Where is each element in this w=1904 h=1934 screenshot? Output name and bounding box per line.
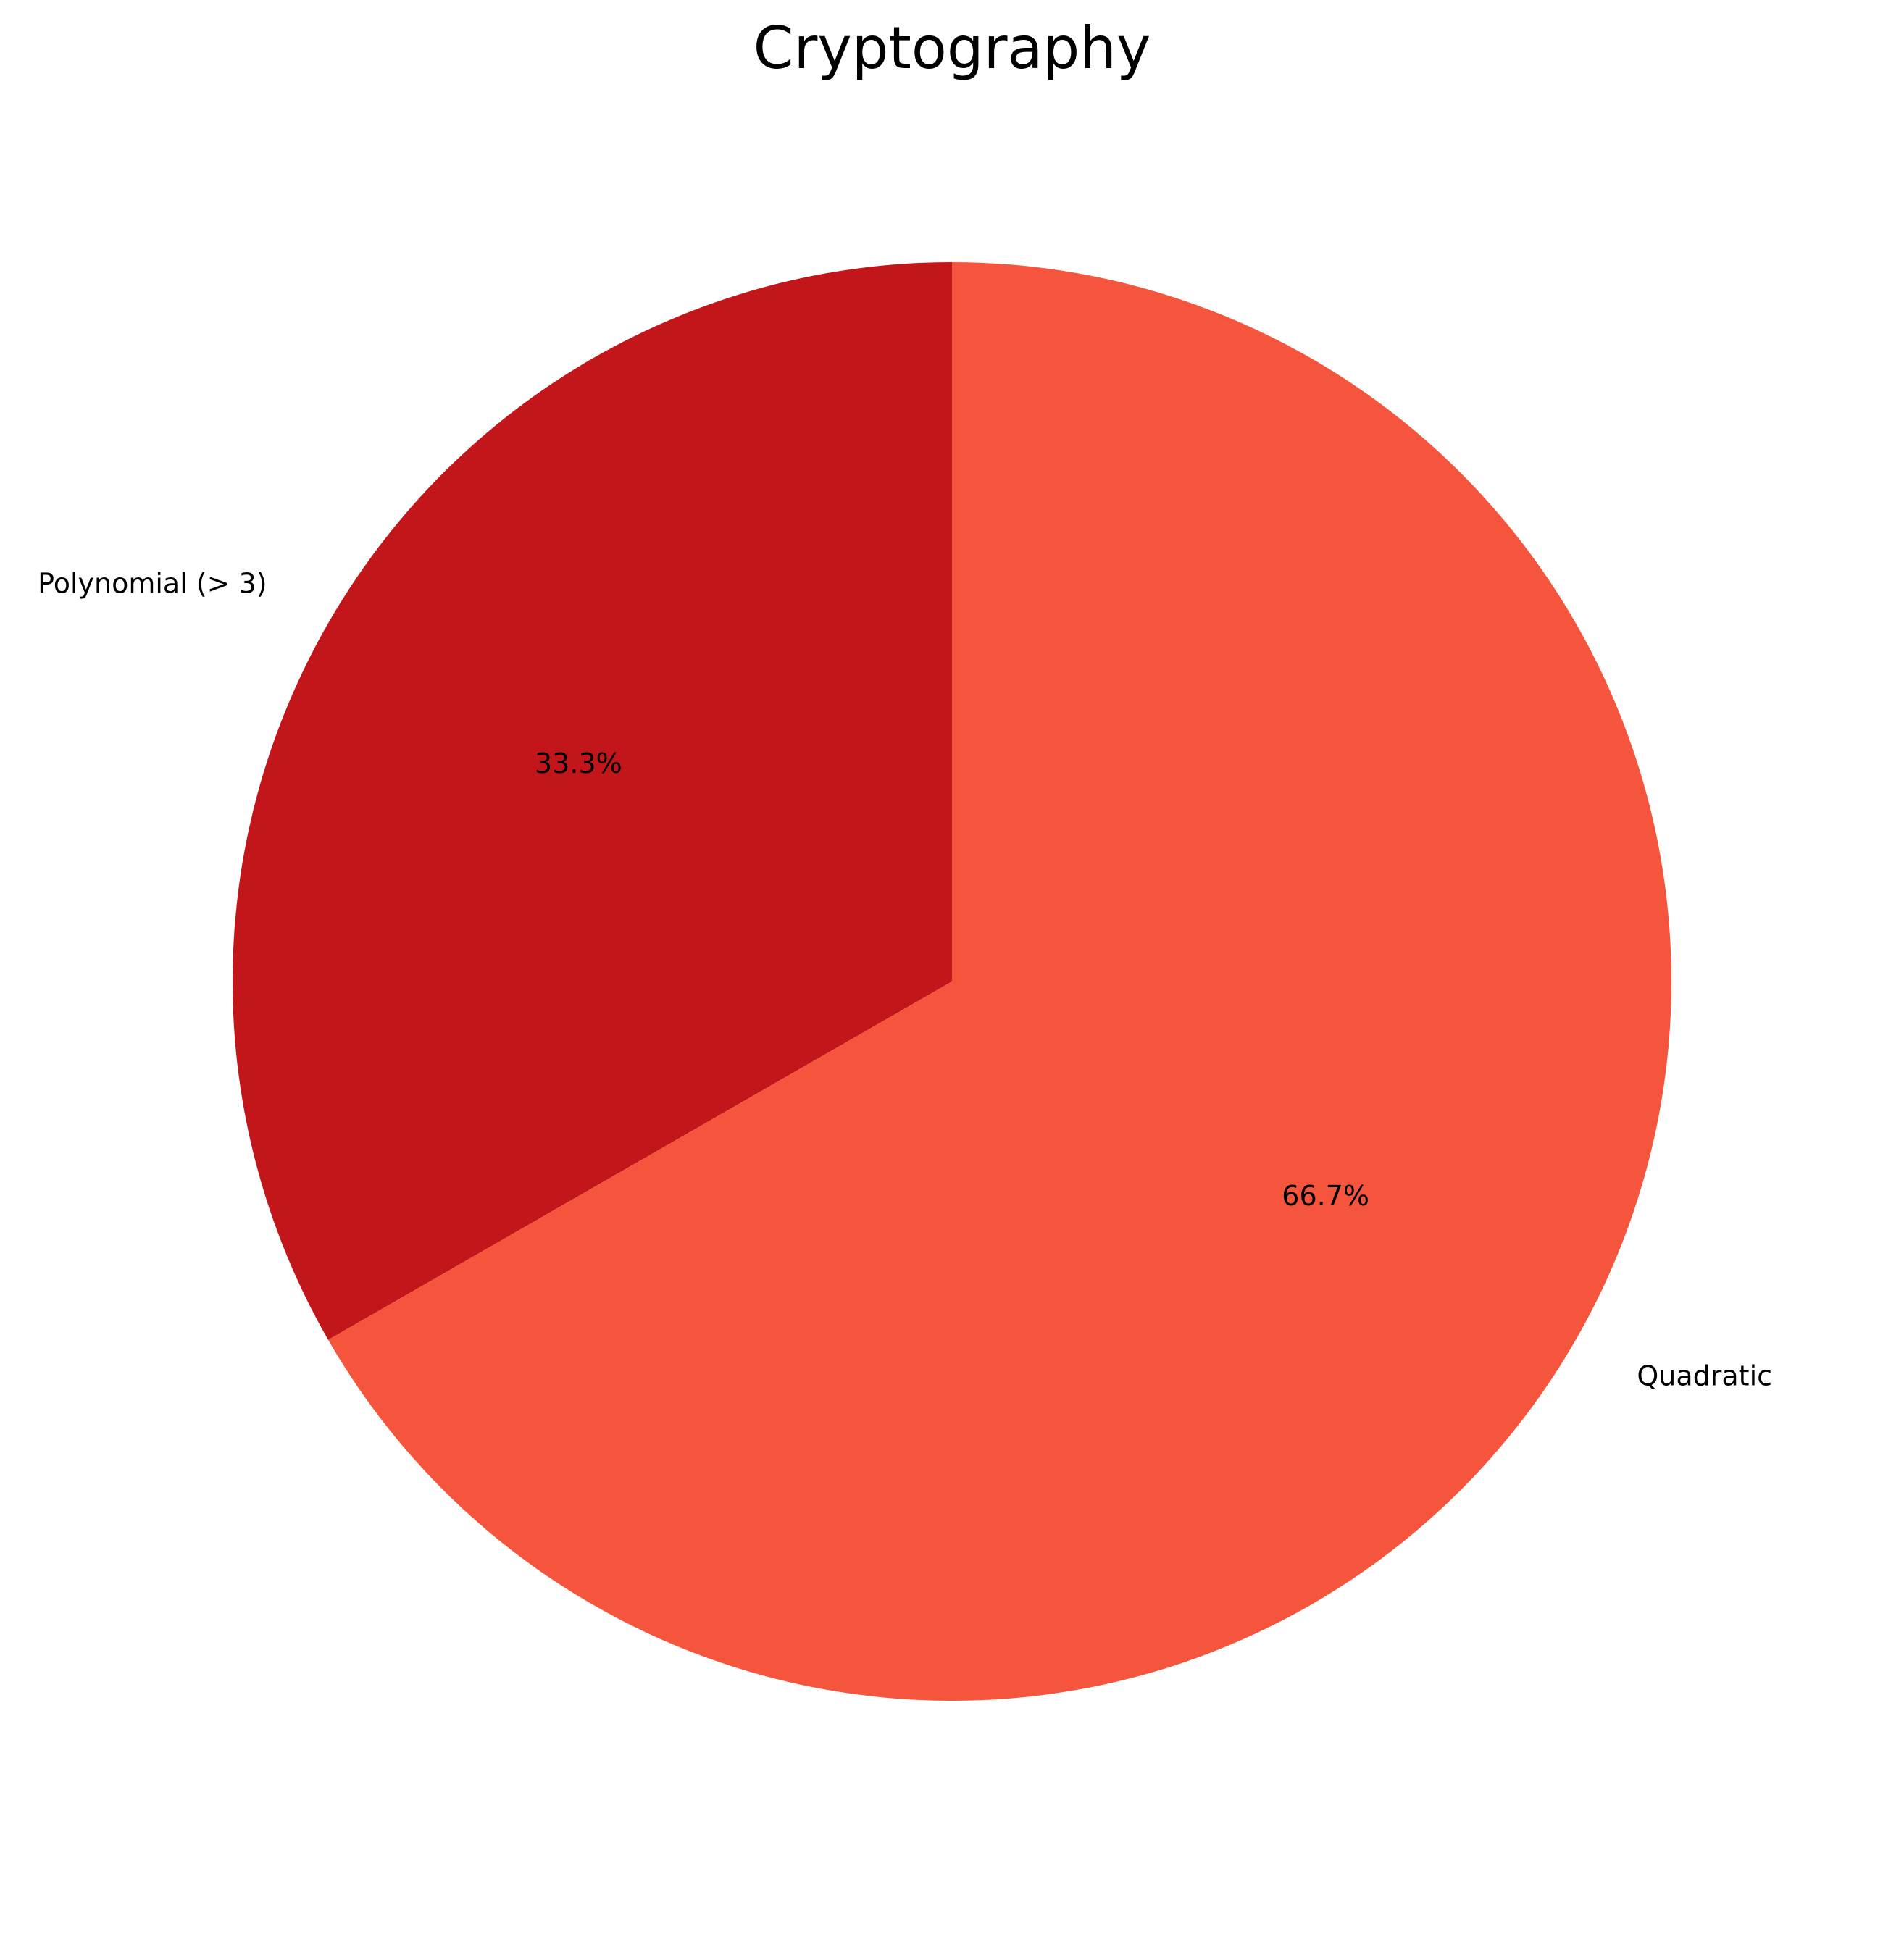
pie-slices: [233, 262, 1672, 1701]
slice-label-1: Quadratic: [1637, 1360, 1772, 1392]
chart-title: Cryptography: [753, 14, 1151, 82]
pie-labels: Polynomial (> 3) 33.3% Quadratic 66.7%: [38, 567, 1772, 1391]
pie-slice-1: [327, 262, 1672, 1701]
slice-pct-label-1: 66.7%: [1282, 1180, 1369, 1212]
slice-pct-label-0: 33.3%: [535, 748, 622, 779]
slice-label-0: Polynomial (> 3): [38, 567, 267, 599]
pie-slice-0: [233, 262, 952, 1340]
